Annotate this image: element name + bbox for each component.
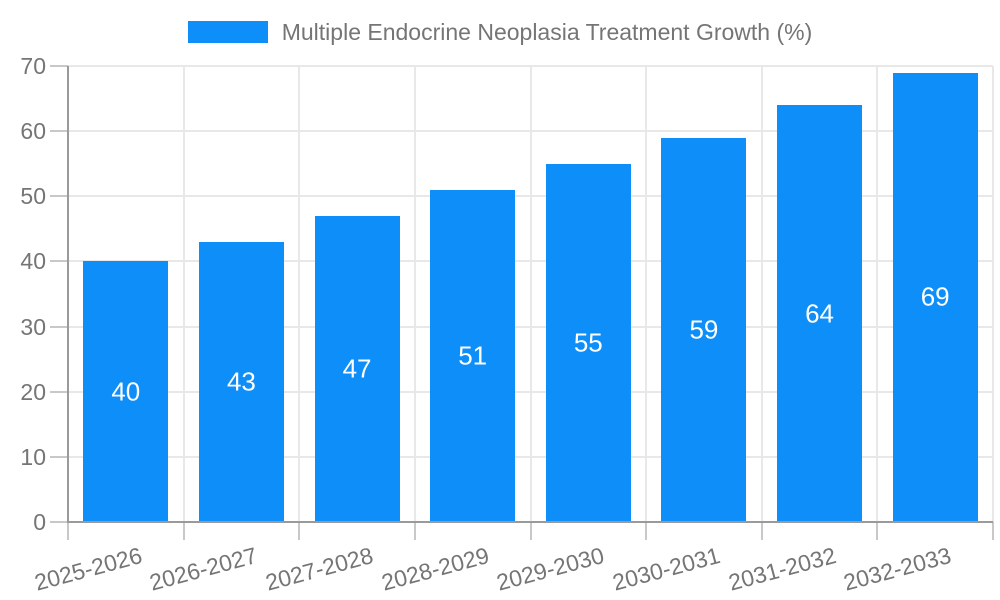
x-axis-tick <box>876 522 879 540</box>
x-axis-label: 2030-2031 <box>609 542 723 596</box>
y-axis-label: 40 <box>20 248 46 275</box>
legend-label: Multiple Endocrine Neoplasia Treatment G… <box>281 18 813 45</box>
bar[interactable] <box>314 215 400 522</box>
gridline <box>182 66 185 522</box>
bar[interactable] <box>661 137 747 522</box>
y-axis-tick <box>50 130 68 133</box>
x-axis-label: 2026-2027 <box>147 542 261 596</box>
x-axis-label: 2028-2029 <box>378 542 492 596</box>
x-axis-tick <box>182 522 185 540</box>
x-axis-label: 2031-2032 <box>725 542 839 596</box>
x-axis-line <box>67 521 993 523</box>
gridline <box>298 66 301 522</box>
bar[interactable] <box>198 241 284 522</box>
x-axis-tick <box>760 522 763 540</box>
x-axis-label: 2032-2033 <box>840 542 954 596</box>
y-axis-tick <box>50 521 68 523</box>
bar[interactable] <box>545 163 631 522</box>
y-axis-label: 60 <box>20 118 46 145</box>
bar-value-label: 43 <box>226 366 256 397</box>
bar-value-label: 51 <box>458 340 488 371</box>
bar-value-label: 64 <box>805 298 835 329</box>
y-axis-label: 0 <box>33 509 46 535</box>
bar[interactable] <box>83 261 169 522</box>
legend-swatch <box>187 21 268 43</box>
x-axis-tick <box>67 522 69 540</box>
bar[interactable] <box>430 189 516 522</box>
bar-value-label: 47 <box>342 353 372 384</box>
y-axis-tick <box>50 325 68 328</box>
gridline <box>992 66 994 522</box>
y-axis-tick <box>50 455 68 458</box>
y-axis-tick <box>50 260 68 263</box>
x-axis-tick <box>645 522 648 540</box>
gridline <box>760 66 763 522</box>
bar-value-label: 69 <box>920 281 950 312</box>
x-axis-label: 2025-2026 <box>31 542 145 596</box>
bar-value-label: 59 <box>689 314 719 345</box>
y-axis-tick <box>50 65 68 67</box>
gridline <box>876 66 879 522</box>
bar[interactable] <box>777 105 863 522</box>
y-axis-tick <box>50 390 68 393</box>
gridline <box>413 66 416 522</box>
bar-value-label: 55 <box>573 327 603 358</box>
y-axis-tick <box>50 195 68 198</box>
gridline <box>529 66 532 522</box>
bar-value-label: 40 <box>111 376 141 407</box>
x-axis-tick <box>529 522 532 540</box>
chart-legend: Multiple Endocrine Neoplasia Treatment G… <box>0 14 1000 50</box>
y-axis-label: 20 <box>20 378 46 405</box>
gridline <box>645 66 648 522</box>
x-axis-label: 2027-2028 <box>262 542 376 596</box>
x-axis-label: 2029-2030 <box>494 542 608 596</box>
x-axis-tick <box>298 522 301 540</box>
x-axis-tick <box>992 522 994 540</box>
y-axis-label: 70 <box>20 53 46 79</box>
y-axis-label: 10 <box>20 443 46 470</box>
y-axis-line <box>67 66 69 522</box>
y-axis-label: 50 <box>20 183 46 210</box>
x-axis-tick <box>413 522 416 540</box>
bar[interactable] <box>892 72 978 522</box>
y-axis-label: 30 <box>20 313 46 340</box>
